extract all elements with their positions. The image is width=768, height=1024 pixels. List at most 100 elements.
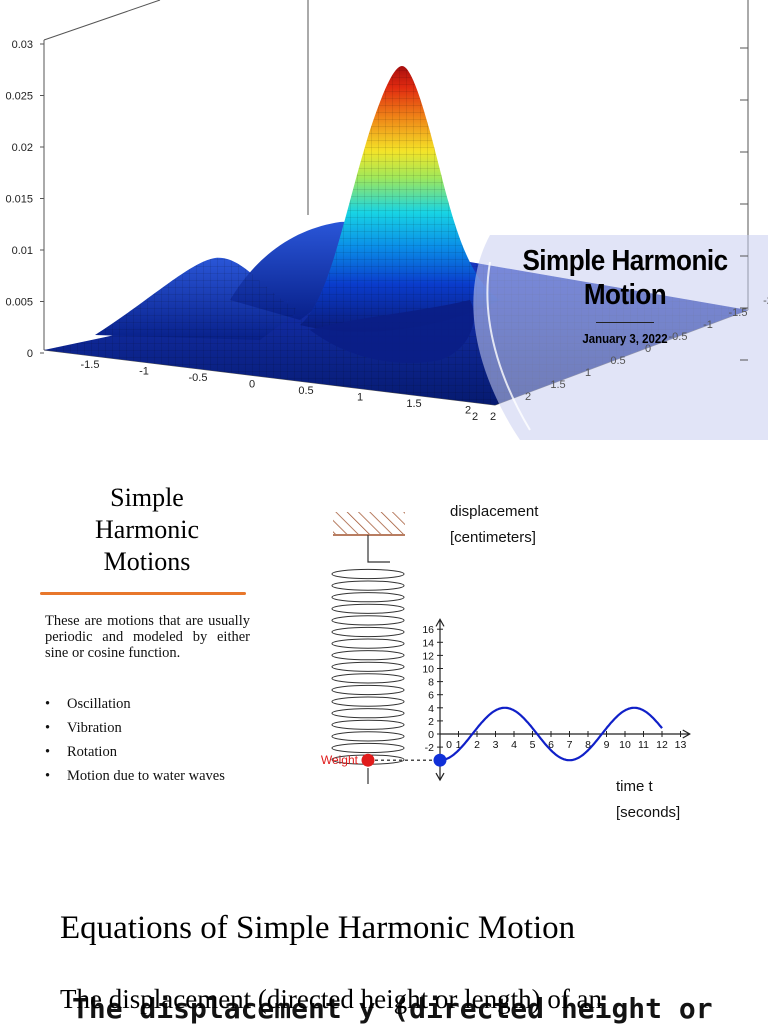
slide-date: January 3, 2022 — [582, 331, 668, 346]
accent-divider — [40, 592, 246, 595]
spring-coil — [331, 731, 405, 742]
z-tick-label: 0.025 — [5, 91, 33, 103]
y-tick-label: 6 — [428, 690, 434, 702]
heading-line-3: Motions — [103, 547, 191, 576]
z-axis-ticks: 0.03 0.025 0.02 0.015 0.01 0.005 0 — [5, 39, 44, 360]
x-tick-label: -1 — [139, 366, 149, 378]
x-tick-label: 3 — [493, 739, 499, 751]
y-tick-label: 2 — [525, 391, 531, 403]
x-tick-label: 0.5 — [298, 385, 313, 397]
spring-coil — [331, 580, 405, 591]
spring-coil — [331, 719, 405, 730]
slide-heading: Equations of Simple Harmonic Motion — [60, 910, 576, 946]
list-item: Oscillation — [45, 696, 250, 712]
z-tick-label: 0 — [27, 348, 33, 360]
z-tick-label: 0.005 — [5, 297, 33, 309]
weight-marker — [361, 753, 375, 767]
x-axis-arrow — [682, 729, 691, 739]
x-tick-label: 0 — [446, 739, 452, 751]
x-tick-label: 9 — [604, 739, 610, 751]
spring-coil — [331, 708, 405, 719]
displacement-curve — [440, 706, 663, 762]
chart-axes — [435, 618, 691, 782]
x-tick-label: 8 — [585, 739, 591, 751]
spring-coil — [331, 603, 405, 614]
ylabel-line-2: [centimeters] — [450, 529, 536, 546]
y-axis-ticks: 2 1.5 1 0.5 0 -0.5 -1 -1.5 -2 — [525, 295, 768, 403]
surface-plot-3d: 0.03 0.025 0.02 0.015 0.01 0.005 0 -1.5 -1 -0.5 0… — [5, 0, 768, 440]
spring-coil — [331, 742, 405, 754]
list-item: Motion due to water waves — [45, 768, 250, 784]
xlabel-line-2: [seconds] — [616, 804, 680, 821]
y-tick-label: 4 — [428, 703, 434, 715]
x-tick-label: 2 — [474, 739, 480, 751]
slide-title: Simple Harmonic Motion — [522, 245, 728, 311]
curve-start-marker — [433, 753, 447, 767]
y-tick-label: 0 — [645, 343, 651, 355]
spring-coils — [331, 568, 405, 765]
spring-coil — [331, 696, 405, 707]
z-tick-label: 0.03 — [12, 39, 33, 51]
spring-coil — [331, 684, 405, 696]
y-tick-label: -1 — [703, 319, 713, 331]
weight-label: Weight — [321, 753, 359, 767]
title-slide: 0.03 0.025 0.02 0.015 0.01 0.005 0 -1.5 -1 -0.5 0… — [0, 0, 768, 440]
x-tick-label: 11 — [638, 739, 649, 751]
y-tick-label: -2 — [763, 295, 768, 307]
z-tick-label: 0.01 — [12, 245, 33, 257]
x-tick-label: 7 — [567, 739, 573, 751]
description-paragraph: These are motions that are usually perio… — [45, 613, 250, 661]
y-tick-label: -2 — [425, 742, 434, 754]
y-tick-label: 14 — [422, 637, 434, 649]
y-tick-label: 0 — [428, 729, 434, 741]
x-tick-label: 10 — [619, 739, 631, 751]
x-tick-label: 1 — [456, 739, 462, 751]
x-tick-label: 0 — [249, 379, 255, 391]
spring-coil — [331, 673, 405, 684]
corner-label: 2 — [472, 411, 478, 423]
y-tick-label: 10 — [422, 664, 434, 676]
ceiling-mount — [333, 512, 405, 534]
surface-trough — [310, 300, 474, 363]
spring-coil — [331, 615, 405, 626]
heading-line-2: Harmonic — [95, 515, 199, 544]
y-tick-label: -1.5 — [729, 307, 748, 319]
list-item: Rotation — [45, 744, 250, 760]
y-axis-arrow — [435, 618, 445, 627]
x-tick-label: 2 — [465, 405, 471, 417]
z-tick-label: 0.02 — [12, 142, 33, 154]
examples-list: Oscillation Vibration Rotation Motion du… — [45, 696, 250, 792]
title-divider — [596, 322, 654, 323]
x-axis-ticks: -1.5-1-0.500.511.522 2 — [81, 359, 497, 423]
overlay-text: The displacement y (directed height or — [72, 992, 713, 1024]
spring-coil — [331, 638, 405, 649]
y-tick-label: 0.5 — [610, 355, 625, 367]
y-tick-label: 16 — [422, 624, 434, 636]
x-tick-label: 13 — [675, 739, 687, 751]
x-tick-label: 12 — [656, 739, 668, 751]
spring-coil — [331, 568, 405, 580]
y-tick-label: 1.5 — [550, 379, 565, 391]
ylabel-line-1: displacement — [450, 503, 539, 520]
slide-heading: Simple Harmonic Motions — [62, 482, 232, 578]
equations-slide: Equations of Simple Harmonic Motion The … — [0, 890, 768, 1024]
spring-coil — [331, 650, 405, 661]
spring-coil — [331, 661, 405, 672]
y-tick-label: 2 — [428, 716, 434, 728]
body-text: The displacement (directed height or len… — [60, 984, 603, 1014]
x-tick-label: 4 — [511, 739, 517, 751]
title-block: Simple Harmonic Motion January 3, 2022 — [500, 244, 750, 346]
heading-line-1: Simple — [110, 483, 184, 512]
x-tick-label: 1 — [357, 392, 363, 404]
title-panel — [473, 235, 768, 440]
spring-coil — [331, 626, 405, 638]
shm-overview-slide: Simple Harmonic Motions These are motion… — [0, 468, 768, 848]
xlabel-line-1: time t — [616, 778, 654, 795]
corner-label: 2 — [490, 411, 496, 423]
x-tick-label: 1.5 — [406, 398, 421, 410]
spring-hanger — [367, 535, 390, 563]
list-item: Vibration — [45, 720, 250, 736]
spring-coil — [331, 592, 405, 603]
